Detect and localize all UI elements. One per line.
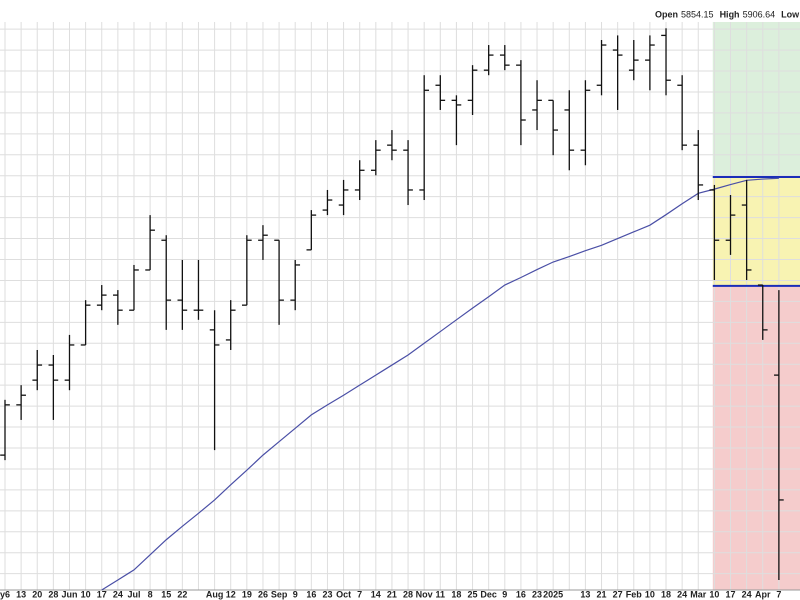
header-value: 5854.15 [681,9,714,19]
header-value: 5906.64 [743,9,776,19]
x-tick-label: 23 [322,589,332,599]
zone [712,176,800,286]
x-tick-label: Jun [61,589,77,599]
x-tick-label: 8 [148,589,153,599]
x-tick-label: Nov [416,589,433,599]
x-tick-label: 19 [242,589,252,599]
x-tick-label: 18 [661,589,671,599]
header-label: Low [781,9,800,19]
x-tick-label: Aug [206,589,224,599]
x-tick-label: 7 [357,589,362,599]
header-label: Open [655,9,678,19]
x-tick-label: 13 [16,589,26,599]
x-tick-label: 24 [742,589,752,599]
x-tick-label: 26 [258,589,268,599]
x-tick-label: Dec [480,589,497,599]
x-tick-label: 10 [709,589,719,599]
x-tick-label: y6 [0,589,10,599]
x-tick-label: 10 [645,589,655,599]
zone [712,22,800,177]
x-tick-label: Oct [336,589,351,599]
x-tick-label: 12 [226,589,236,599]
x-tick-label: 17 [97,589,107,599]
x-tick-label: 20 [32,589,42,599]
x-tick-label: Apr [755,589,771,599]
x-tick-label: 16 [306,589,316,599]
x-tick-label: 17 [726,589,736,599]
x-tick-label: 7 [776,589,781,599]
x-tick-label: 11 [436,589,446,599]
x-tick-label: 28 [403,589,413,599]
x-tick-label: 15 [161,589,171,599]
x-tick-label: Mar [690,589,707,599]
x-tick-label: Jul [127,589,140,599]
x-tick-label: 21 [597,589,607,599]
x-tick-label: 24 [677,589,687,599]
x-tick-label: 14 [371,589,381,599]
x-tick-label: 22 [177,589,187,599]
x-tick-label: 13 [580,589,590,599]
x-tick-label: 25 [468,589,478,599]
moving-average-line [101,177,779,591]
x-tick-label: 16 [516,589,526,599]
x-tick-label: Sep [271,589,288,599]
x-tick-label: Feb [626,589,643,599]
x-tick-label: 9 [293,589,298,599]
x-tick-label: 18 [451,589,461,599]
header-label: High [720,9,740,19]
x-tick-label: 21 [387,589,397,599]
x-tick-label: 9 [502,589,507,599]
x-tick-label: 24 [113,589,123,599]
x-tick-label: 23 [532,589,542,599]
x-tick-label: 27 [613,589,623,599]
zone [712,285,800,590]
x-tick-label: 10 [81,589,91,599]
x-tick-label: 2025 [543,589,563,599]
x-tick-label: 28 [48,589,58,599]
